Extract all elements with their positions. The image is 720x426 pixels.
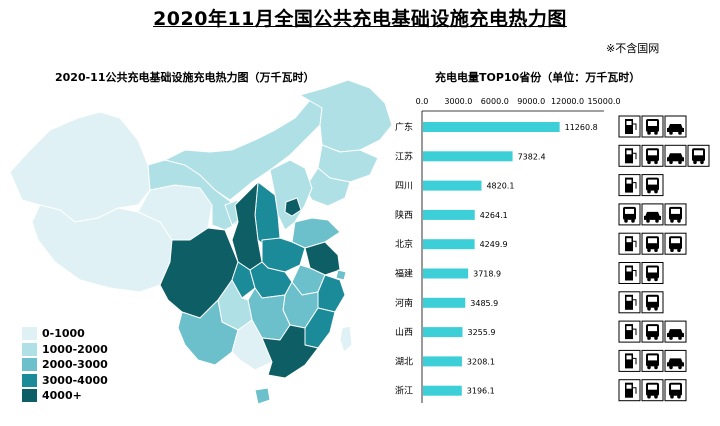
value-label: 7382.4 xyxy=(518,152,546,161)
truck-icon xyxy=(641,232,664,255)
truck-icon xyxy=(687,144,710,167)
car-icon xyxy=(664,115,687,138)
truck-icon xyxy=(641,115,664,138)
bar xyxy=(423,151,513,162)
category-label: 福建 xyxy=(395,268,413,280)
map-region-heilongjiang xyxy=(299,79,393,153)
china-map xyxy=(9,79,393,405)
bar xyxy=(423,327,463,338)
bar xyxy=(423,297,466,308)
vehicle-icon-grid xyxy=(618,115,710,402)
chart-title: 充电电量TOP10省份（单位：万千瓦时） xyxy=(435,71,641,84)
category-label: 浙江 xyxy=(395,385,413,397)
category-label: 湖北 xyxy=(395,356,413,367)
truck-icon xyxy=(641,262,664,284)
value-label: 4820.1 xyxy=(486,182,514,191)
value-label: 3255.9 xyxy=(468,328,496,337)
bar xyxy=(423,209,475,220)
legend-label: 0-1000 xyxy=(42,327,85,341)
bar xyxy=(423,122,560,132)
truck-icon xyxy=(641,174,664,197)
legend-label: 3000-4000 xyxy=(42,373,108,387)
bar xyxy=(423,180,482,191)
category-label: 四川 xyxy=(395,182,413,192)
x-tick-label: 6000.0 xyxy=(481,97,509,106)
truck-icon xyxy=(641,349,664,372)
map-title: 2020-11公共充电基础设施充电热力图（万千瓦时） xyxy=(55,71,315,84)
legend-item: 0-1000 xyxy=(22,326,108,342)
map-region-shandong xyxy=(291,217,341,249)
legend-swatch xyxy=(22,373,37,387)
bar xyxy=(423,239,475,250)
charger-icon xyxy=(618,320,641,343)
value-label: 4249.9 xyxy=(480,240,508,249)
truck-icon xyxy=(664,203,687,226)
charger-icon xyxy=(618,379,641,402)
charger-icon xyxy=(618,232,641,255)
legend-swatch xyxy=(22,342,37,356)
truck-icon xyxy=(641,291,664,314)
legend-swatch xyxy=(22,327,37,341)
value-label: 3718.9 xyxy=(473,270,501,279)
truck-icon xyxy=(641,379,664,402)
charger-icon xyxy=(618,262,641,284)
map-region-guangdong xyxy=(261,324,319,379)
category-label: 江苏 xyxy=(395,150,413,162)
legend-item: 4000+ xyxy=(22,388,108,404)
value-label: 11260.8 xyxy=(565,123,598,132)
bar xyxy=(423,268,469,279)
value-label: 4264.1 xyxy=(480,211,508,220)
charger-icon xyxy=(618,144,641,167)
x-tick-label: 3000.0 xyxy=(444,97,472,106)
car-icon xyxy=(664,349,687,372)
x-tick-label: 15000.0 xyxy=(587,97,620,106)
legend-item: 3000-4000 xyxy=(22,373,108,389)
map-legend: 0-1000 1000-2000 2000-3000 3000-4000 400… xyxy=(22,326,108,404)
legend-item: 1000-2000 xyxy=(22,342,108,358)
legend-label: 2000-3000 xyxy=(42,358,108,372)
map-region-inner-mongolia xyxy=(164,99,323,201)
car-icon xyxy=(664,144,687,167)
car-icon xyxy=(641,203,664,226)
legend-item: 2000-3000 xyxy=(22,357,108,373)
category-label: 北京 xyxy=(395,238,413,250)
map-region-hainan xyxy=(254,387,271,405)
category-label: 广东 xyxy=(395,121,413,133)
value-label: 3208.1 xyxy=(467,357,495,366)
category-label: 山西 xyxy=(395,327,413,338)
car-icon xyxy=(664,320,687,343)
charger-icon xyxy=(618,291,641,314)
category-label: 陕西 xyxy=(395,209,413,221)
page-title: 2020年11月全国公共充电基础设施充电热力图 xyxy=(153,8,567,30)
bar-chart: 0.0 3000.0 6000.0 9000.0 12000.0 15000.0 广东 11… xyxy=(395,97,621,403)
truck-icon xyxy=(664,379,687,402)
bar xyxy=(423,356,462,367)
legend-label: 4000+ xyxy=(42,389,82,403)
legend-label: 1000-2000 xyxy=(42,342,108,356)
bar xyxy=(423,385,462,396)
map-region-taiwan xyxy=(339,325,353,353)
map-region-xinjiang xyxy=(9,111,151,223)
charger-icon xyxy=(618,349,641,372)
map-region-shanghai xyxy=(335,269,347,281)
truck-icon xyxy=(641,144,664,167)
x-tick-label: 9000.0 xyxy=(517,97,545,106)
truck-icon xyxy=(618,203,641,226)
charger-icon xyxy=(618,174,641,197)
category-label: 河南 xyxy=(395,297,413,309)
x-tick-label: 12000.0 xyxy=(551,97,584,106)
legend-swatch xyxy=(22,358,37,372)
truck-icon xyxy=(664,232,687,255)
legend-swatch xyxy=(22,389,37,403)
value-label: 3196.1 xyxy=(467,387,495,396)
x-tick-label: 0.0 xyxy=(416,97,429,106)
charger-icon xyxy=(618,115,641,138)
map-region-beijing xyxy=(284,197,302,217)
value-label: 3485.9 xyxy=(470,299,498,308)
note-text: ※不含国网 xyxy=(606,42,660,55)
truck-icon xyxy=(641,320,664,343)
